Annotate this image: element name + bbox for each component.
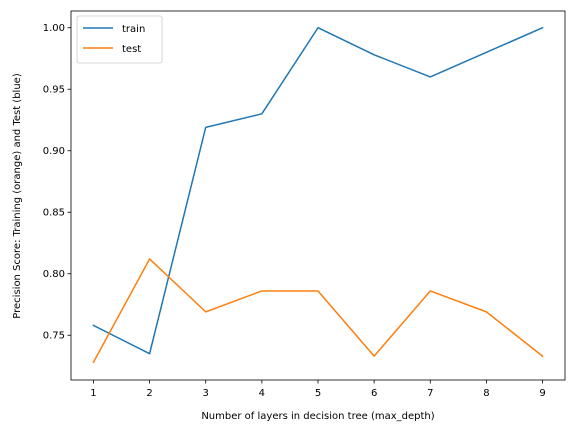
x-tick-label: 6 (371, 388, 377, 399)
series-line-train (92, 26, 544, 355)
x-tick-label: 5 (315, 388, 321, 399)
x-tick-label: 3 (203, 388, 209, 399)
y-tick-label: 0.80 (43, 269, 65, 280)
x-axis-ticks: 1 2 3 4 5 6 7 8 9 (90, 380, 546, 399)
legend-label-test: test (122, 44, 141, 55)
y-tick-label: 0.95 (43, 85, 65, 96)
legend: train test (76, 15, 163, 64)
legend-frame (76, 15, 163, 64)
series-layer (92, 26, 544, 364)
x-tick-label: 2 (146, 388, 152, 399)
x-tick-label: 4 (259, 388, 265, 399)
y-axis-ticks: 0.75 0.80 0.85 0.90 0.95 1.00 (43, 23, 71, 342)
y-tick-label: 0.85 (43, 208, 65, 219)
y-tick-label: 0.75 (43, 331, 65, 342)
x-tick-label: 1 (90, 388, 96, 399)
x-tick-label: 8 (483, 388, 489, 399)
x-tick-label: 7 (427, 388, 433, 399)
y-tick-label: 1.00 (43, 23, 65, 34)
y-axis-label: Precision Score: Training (orange) and T… (12, 73, 23, 319)
series-line-test (92, 258, 544, 364)
x-axis-label: Number of layers in decision tree (max_d… (201, 411, 434, 422)
y-tick-label: 0.90 (43, 146, 65, 157)
legend-label-train: train (122, 24, 145, 35)
x-tick-label: 9 (539, 388, 545, 399)
